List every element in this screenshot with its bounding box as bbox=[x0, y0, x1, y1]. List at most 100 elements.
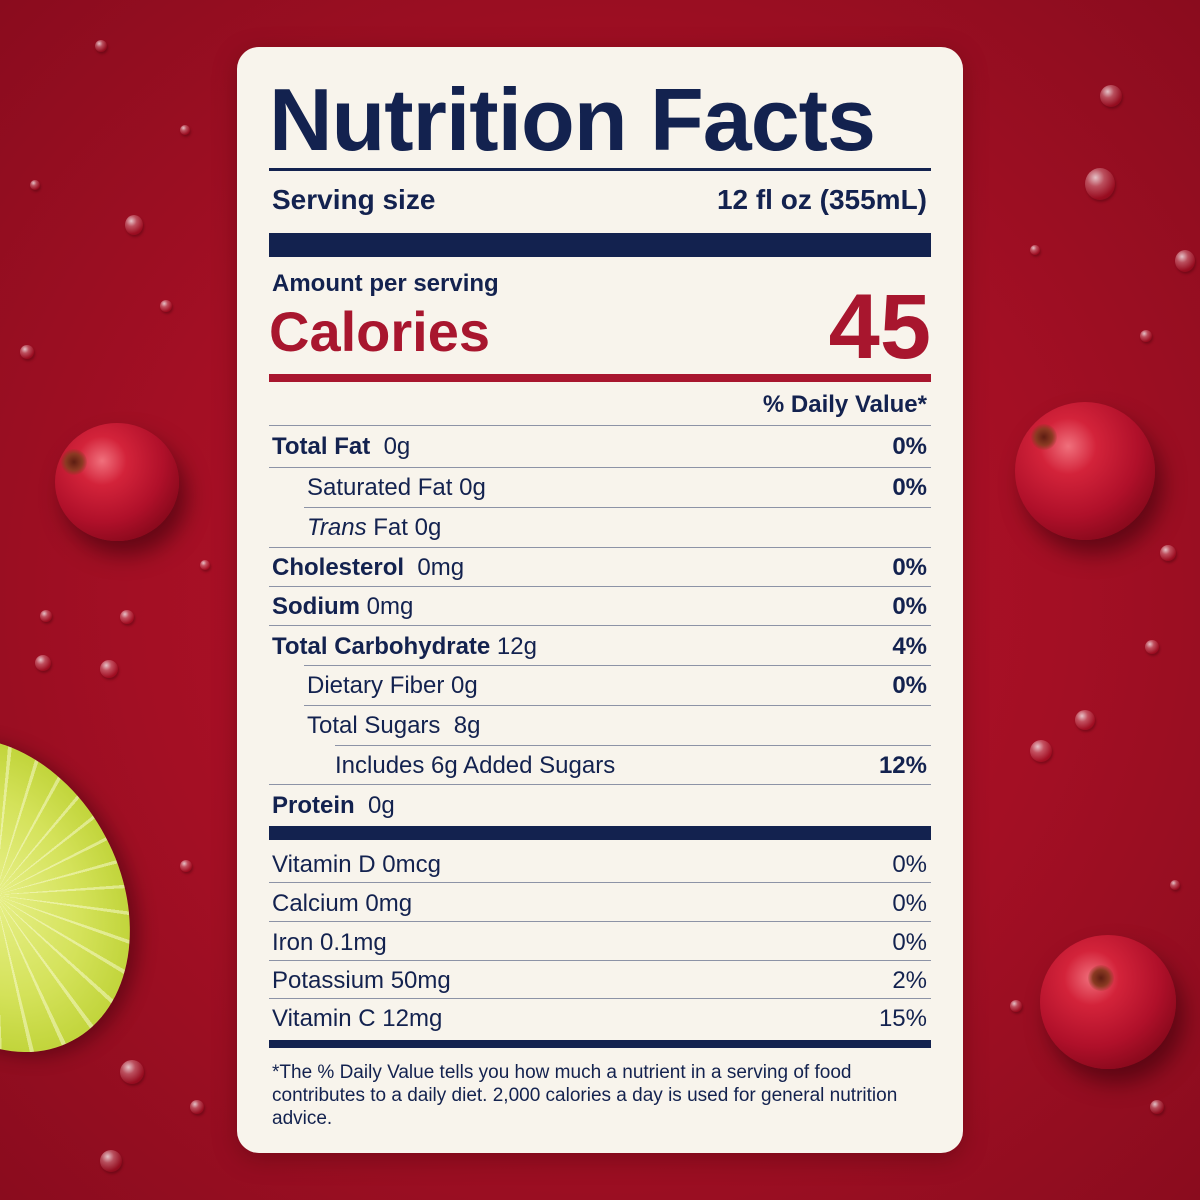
serving-size-value: 12 fl oz (355mL) bbox=[716, 184, 927, 215]
nutrient-name: Fat bbox=[373, 514, 408, 541]
nutrient-sodium: Sodium 0mg bbox=[272, 593, 413, 621]
water-drop bbox=[1030, 245, 1040, 255]
nutrient-protein: Protein 0g bbox=[272, 792, 395, 820]
nutrient-amount: 0g bbox=[451, 672, 478, 699]
water-drop bbox=[1075, 710, 1095, 730]
nutrient-dv: 0% bbox=[892, 593, 927, 620]
nutrient-name: Total Fat bbox=[272, 433, 371, 460]
row-divider bbox=[304, 665, 931, 666]
row-divider bbox=[269, 625, 931, 626]
nutrient-name: Total Carbohydrate bbox=[272, 633, 491, 660]
water-drop bbox=[40, 610, 52, 622]
water-drop bbox=[35, 655, 51, 671]
water-drop bbox=[1145, 640, 1159, 654]
row-divider bbox=[269, 960, 931, 961]
water-drop bbox=[180, 125, 190, 135]
thick-divider bbox=[269, 826, 931, 840]
water-drop bbox=[95, 40, 107, 52]
nutrient-dv: 0% bbox=[892, 433, 927, 460]
row-divider bbox=[269, 467, 931, 468]
water-drop bbox=[1100, 85, 1122, 107]
footnote: *The % Daily Value tells you how much a … bbox=[272, 1062, 898, 1129]
nutrient-amount: 0g bbox=[414, 514, 442, 541]
nutrient-name: Dietary Fiber bbox=[307, 672, 445, 699]
water-drop bbox=[30, 180, 40, 190]
nutrient-dv: 0% bbox=[892, 672, 927, 699]
row-divider bbox=[335, 745, 931, 746]
nutrient-amount: 0g bbox=[459, 474, 486, 501]
water-drop bbox=[1150, 1100, 1164, 1114]
water-drop bbox=[100, 1150, 122, 1172]
water-drop bbox=[180, 860, 192, 872]
nutrient-name: Cholesterol bbox=[272, 554, 405, 581]
thick-divider bbox=[269, 1040, 931, 1048]
water-drop bbox=[120, 1060, 144, 1084]
row-divider bbox=[269, 784, 931, 785]
thick-divider bbox=[269, 233, 931, 257]
nutrient-name: Sodium bbox=[272, 593, 360, 620]
water-drop bbox=[100, 660, 118, 678]
lime-slice bbox=[0, 690, 183, 1100]
nutrient-amount: 0g bbox=[368, 792, 395, 819]
vitamin-dv: 15% bbox=[878, 1005, 927, 1032]
row-divider bbox=[304, 507, 931, 508]
nutrient-dv: 0% bbox=[892, 474, 927, 501]
nutrient-name: Total Sugars bbox=[307, 712, 441, 739]
amount-per-serving: Amount per serving bbox=[272, 270, 499, 297]
calories-divider bbox=[269, 374, 931, 382]
row-divider bbox=[304, 705, 931, 706]
nutrient-total-sugars: Total Sugars 8g bbox=[307, 712, 480, 740]
calcium: Calcium 0mg bbox=[272, 890, 413, 917]
nutrient-amount: 8g bbox=[453, 712, 481, 739]
nutrient-amount: 0g bbox=[383, 433, 411, 460]
calories-value: 45 bbox=[828, 276, 931, 378]
cranberry bbox=[1015, 402, 1155, 540]
serving-size-label: Serving size bbox=[272, 184, 436, 215]
water-drop bbox=[1170, 880, 1180, 890]
water-drop bbox=[120, 610, 134, 624]
vitamin-d: Vitamin D 0mcg bbox=[272, 851, 441, 878]
water-drop bbox=[160, 300, 172, 312]
row-divider bbox=[269, 882, 931, 883]
water-drop bbox=[1030, 740, 1052, 762]
vitamin-dv: 2% bbox=[892, 967, 927, 994]
row-divider bbox=[269, 425, 931, 426]
water-drop bbox=[1085, 168, 1115, 200]
calories-label: Calories bbox=[269, 300, 490, 363]
label-title: Nutrition Facts bbox=[269, 70, 876, 169]
daily-value-header: % Daily Value* bbox=[762, 391, 927, 418]
water-drop bbox=[1175, 250, 1195, 272]
nutrition-label: Nutrition Facts Serving size 12 fl oz (3… bbox=[237, 47, 963, 1153]
nutrient-total-carbohydrate: Total Carbohydrate 12g bbox=[272, 633, 537, 661]
vitamin-dv: 0% bbox=[892, 929, 927, 956]
water-drop bbox=[1160, 545, 1176, 561]
nutrient-dv: 12% bbox=[878, 752, 927, 779]
water-drop bbox=[190, 1100, 204, 1114]
nutrient-trans-fat: Trans Fat 0g bbox=[307, 514, 441, 542]
iron: Iron 0.1mg bbox=[272, 929, 387, 956]
nutrient-added-sugars: Includes 6g Added Sugars bbox=[335, 752, 616, 779]
vitamin-c: Vitamin C 12mg bbox=[272, 1005, 443, 1032]
water-drop bbox=[1140, 330, 1152, 342]
water-drop bbox=[20, 345, 34, 359]
nutrient-name-prefix: Trans bbox=[307, 514, 367, 541]
vitamin-dv: 0% bbox=[892, 890, 927, 917]
nutrient-total-fat: Total Fat 0g bbox=[272, 433, 410, 461]
divider bbox=[269, 168, 931, 171]
nutrient-amount: 0mg bbox=[366, 593, 414, 620]
nutrient-amount: 0mg bbox=[417, 554, 465, 581]
nutrient-dietary-fiber: Dietary Fiber 0g bbox=[307, 672, 478, 700]
nutrient-dv: 0% bbox=[892, 554, 927, 581]
row-divider bbox=[269, 586, 931, 587]
potassium: Potassium 50mg bbox=[272, 967, 451, 994]
nutrient-dv: 4% bbox=[892, 633, 927, 660]
nutrient-amount: 12g bbox=[496, 633, 537, 660]
row-divider bbox=[269, 921, 931, 922]
nutrient-saturated-fat: Saturated Fat 0g bbox=[307, 474, 486, 502]
row-divider bbox=[269, 998, 931, 999]
cranberry bbox=[55, 423, 179, 541]
vitamin-dv: 0% bbox=[892, 851, 927, 878]
water-drop bbox=[125, 215, 143, 235]
water-drop bbox=[200, 560, 210, 570]
water-drop bbox=[1010, 1000, 1022, 1012]
